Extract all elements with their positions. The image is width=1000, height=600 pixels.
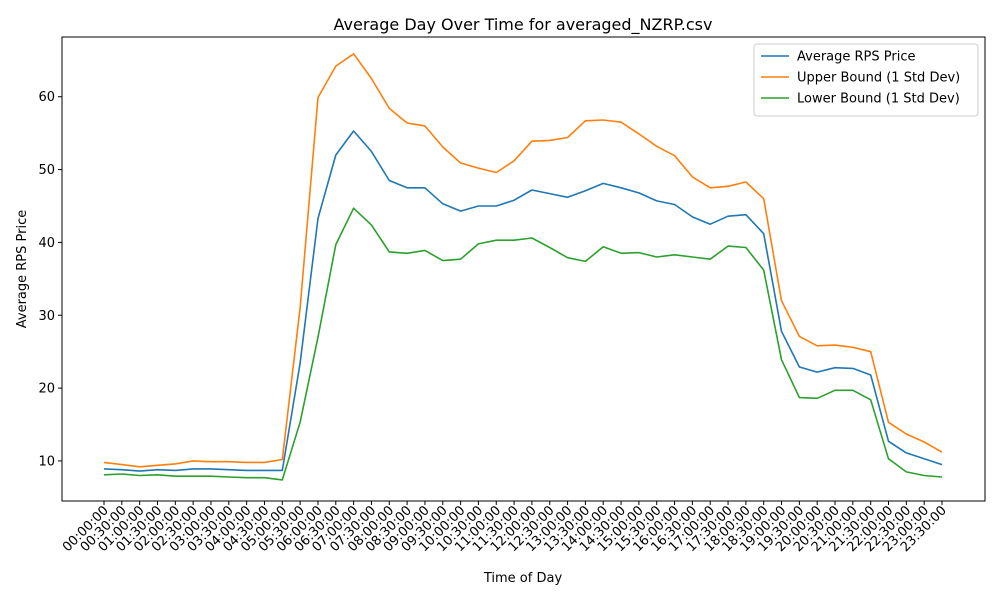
legend-label-0: Average RPS Price xyxy=(797,50,916,65)
legend-box xyxy=(753,43,979,117)
series-line-1 xyxy=(103,52,943,468)
y-axis-label: Average RPS Price xyxy=(15,210,30,329)
chart-title: Average Day Over Time for averaged_NZRP.… xyxy=(334,15,713,35)
legend: Average RPS Price Upper Bound (1 Std Dev)… xyxy=(753,43,979,117)
x-axis-label: Time of Day xyxy=(483,571,563,586)
series-line-0 xyxy=(103,130,943,472)
y-tick-label: 50 xyxy=(38,163,55,178)
y-tick-label: 10 xyxy=(38,454,55,469)
y-axis: 10 20 30 40 50 60 xyxy=(38,90,62,469)
y-tick-label: 30 xyxy=(38,309,55,324)
legend-label-2: Lower Bound (1 Std Dev) xyxy=(797,92,960,107)
plot-frame xyxy=(61,36,986,502)
y-tick-label: 60 xyxy=(38,90,55,105)
x-axis: 00:00:0000:30:0001:00:0001:30:0002:00:00… xyxy=(60,501,950,555)
y-tick-label: 40 xyxy=(38,236,55,251)
y-tick-label: 20 xyxy=(38,382,55,397)
plot-area xyxy=(103,52,943,481)
legend-label-1: Upper Bound (1 Std Dev) xyxy=(797,71,960,86)
series-line-2 xyxy=(103,207,943,481)
